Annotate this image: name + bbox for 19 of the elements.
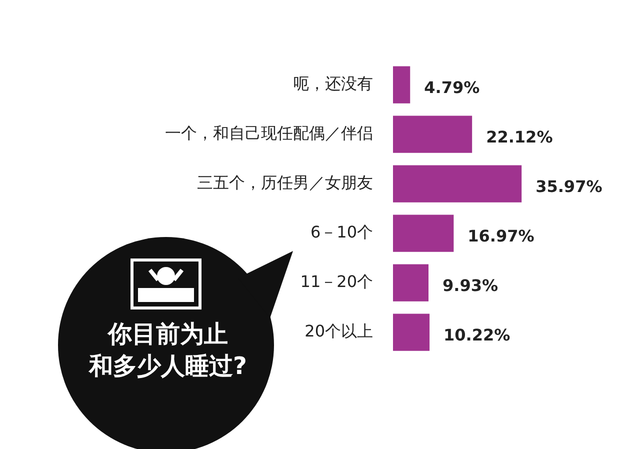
data-label: 9.93% — [442, 276, 498, 295]
data-label: 4.79% — [424, 78, 480, 97]
text: 你目前为止和多少人睡过? — [88, 319, 248, 382]
bar — [393, 116, 472, 153]
y-tick-label: 三五个，历任男／女朋友 — [197, 172, 373, 192]
y-tick-label: 呃，还没有 — [293, 74, 373, 93]
y-tick-label: 20个以上 — [304, 321, 373, 340]
data-label: 22.12% — [486, 127, 553, 146]
bar — [393, 264, 428, 302]
data-label: 35.97% — [536, 176, 602, 196]
data-label: 16.97% — [468, 226, 534, 246]
y-tick-label: 一个，和自己现任配偶／伴侣 — [165, 123, 373, 142]
y-tick-label: 11－20个 — [300, 272, 373, 291]
bar — [393, 165, 522, 202]
y-tick-label: 6－10个 — [310, 222, 373, 242]
bar — [393, 66, 410, 104]
data-label: 10.22% — [444, 325, 510, 344]
bar — [393, 214, 454, 252]
bar — [393, 314, 430, 351]
